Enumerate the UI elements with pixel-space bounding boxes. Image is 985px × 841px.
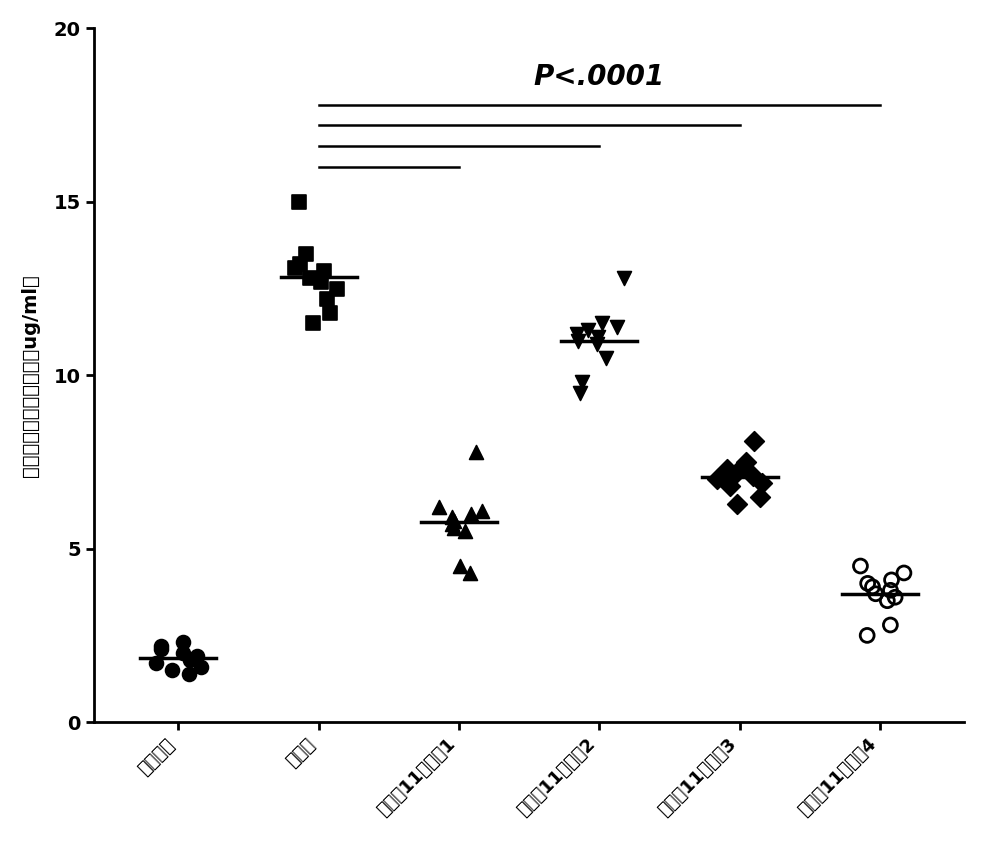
Point [753,490,768,504]
Point [594,316,610,330]
Point [457,525,473,538]
Point [883,584,898,597]
Point [292,195,307,209]
Point [182,653,198,666]
Point [148,657,164,670]
Point [444,510,460,524]
Point [883,618,898,632]
Point [193,660,209,674]
Point [572,386,588,399]
Point [189,649,205,663]
Point [444,518,460,532]
Point [431,500,447,514]
Point [896,566,912,579]
Point [475,504,491,517]
Point [868,587,884,600]
Point [319,292,335,305]
Point [175,646,191,659]
Point [865,580,881,594]
Point [574,375,590,389]
Point [329,282,345,295]
Point [464,507,480,521]
Point [287,261,302,274]
Point [708,473,724,486]
Point [860,577,876,590]
Point [313,275,329,288]
Point [468,445,484,458]
Point [730,497,746,510]
Point [153,643,168,656]
Point [568,327,584,341]
Point [452,559,468,573]
Point [323,306,339,320]
Point [181,667,197,680]
Point [880,594,895,607]
Point [853,559,869,573]
Point [722,479,738,493]
Point [153,639,168,653]
Point [719,463,735,476]
Point [297,247,313,261]
Text: P<.0001: P<.0001 [534,63,665,91]
Y-axis label: 分泌的胶原蛋白总含量（ug/ml）: 分泌的胶原蛋白总含量（ug/ml） [21,274,39,477]
Point [754,476,769,489]
Point [610,320,625,333]
Point [175,636,191,649]
Point [302,272,318,285]
Point [446,521,462,535]
Point [462,566,478,579]
Point [884,574,899,587]
Point [617,272,632,285]
Point [746,435,761,448]
Point [745,469,760,483]
Point [589,337,605,351]
Point [887,590,903,604]
Point [598,352,614,365]
Point [729,466,745,479]
Point [580,324,596,337]
Point [859,629,875,643]
Point [305,316,321,330]
Point [446,514,462,527]
Point [570,334,586,347]
Point [164,664,180,677]
Point [739,455,755,468]
Point [316,264,332,278]
Point [590,331,606,344]
Point [293,257,308,271]
